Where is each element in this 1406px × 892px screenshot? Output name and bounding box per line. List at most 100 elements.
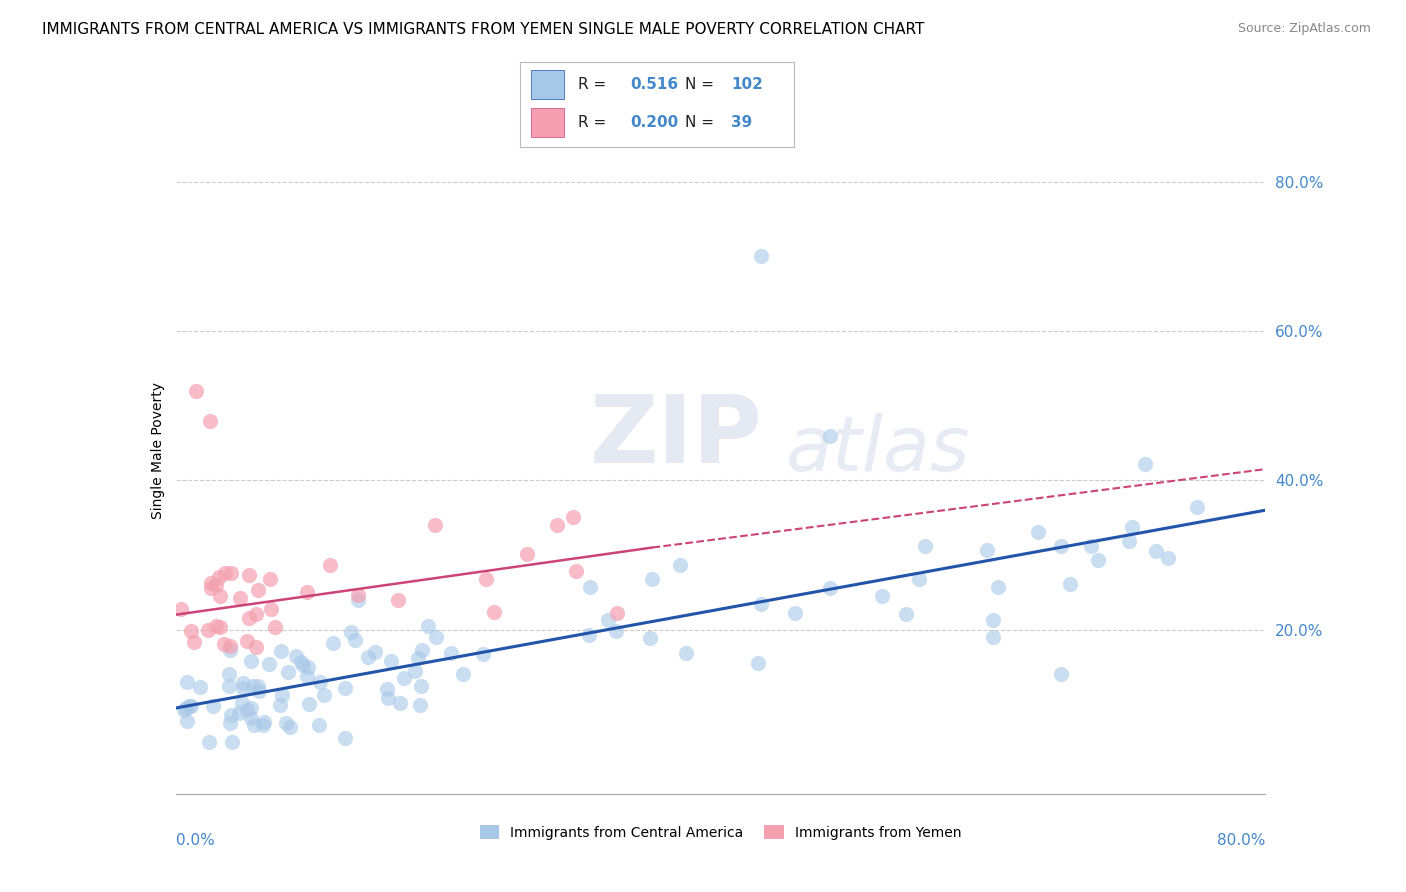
Point xyxy=(173,703,195,717)
Point xyxy=(314,688,336,702)
Point xyxy=(170,602,193,616)
Point xyxy=(641,572,664,586)
Text: 102: 102 xyxy=(731,77,763,92)
Point xyxy=(309,674,332,689)
Point xyxy=(176,714,198,729)
Point xyxy=(240,711,263,725)
Point xyxy=(976,543,998,558)
Point xyxy=(208,570,231,584)
Point xyxy=(229,591,252,606)
Text: Source: ZipAtlas.com: Source: ZipAtlas.com xyxy=(1237,22,1371,36)
Point xyxy=(205,578,228,592)
Point xyxy=(668,558,690,573)
Point xyxy=(270,688,292,702)
Point xyxy=(245,607,267,621)
Point xyxy=(236,633,259,648)
Point xyxy=(380,654,402,668)
Point xyxy=(259,657,281,672)
Point xyxy=(242,679,264,693)
Point xyxy=(270,644,292,658)
Text: R =: R = xyxy=(578,115,612,130)
Point xyxy=(482,605,505,619)
Point xyxy=(333,731,356,745)
Point xyxy=(1059,577,1081,591)
Point xyxy=(411,643,433,657)
Point xyxy=(751,249,773,263)
Point xyxy=(747,656,769,670)
Point xyxy=(1028,524,1050,539)
Point xyxy=(475,572,498,586)
Point xyxy=(578,580,600,594)
Point xyxy=(598,613,620,627)
Point xyxy=(675,646,697,660)
Point xyxy=(1157,550,1180,565)
Point xyxy=(1050,539,1073,553)
Point xyxy=(818,581,841,595)
Point xyxy=(322,636,344,650)
Point xyxy=(308,718,330,732)
Point xyxy=(218,643,240,657)
Point xyxy=(260,602,283,616)
Point xyxy=(578,628,600,642)
Point xyxy=(276,716,298,731)
Point xyxy=(253,715,276,730)
Point xyxy=(333,681,356,696)
Text: 0.200: 0.200 xyxy=(630,115,678,130)
Point xyxy=(219,708,242,723)
Point xyxy=(318,558,340,572)
Text: N =: N = xyxy=(685,77,718,92)
Point xyxy=(269,698,291,712)
Legend: Immigrants from Central America, Immigrants from Yemen: Immigrants from Central America, Immigra… xyxy=(474,820,967,846)
Point xyxy=(198,414,221,428)
Point xyxy=(440,646,463,660)
Point xyxy=(1080,539,1102,553)
Text: R =: R = xyxy=(578,77,612,92)
Point xyxy=(231,696,253,710)
Point xyxy=(232,681,254,695)
Point xyxy=(1087,553,1109,567)
Point xyxy=(640,631,662,645)
Point xyxy=(751,597,773,611)
Point xyxy=(394,671,416,685)
Point xyxy=(340,625,363,640)
Point xyxy=(914,539,936,553)
Point xyxy=(1133,457,1156,471)
Point xyxy=(1144,544,1167,558)
Point xyxy=(818,428,841,442)
Point xyxy=(232,676,254,690)
Point xyxy=(219,639,242,653)
Point xyxy=(239,700,262,714)
Point xyxy=(252,718,274,732)
Text: N =: N = xyxy=(685,115,718,130)
Point xyxy=(247,684,270,698)
Point xyxy=(246,582,269,597)
Point xyxy=(180,624,202,638)
Point xyxy=(451,667,474,681)
Point xyxy=(290,655,312,669)
Point xyxy=(375,681,398,696)
Point xyxy=(221,566,243,581)
Point xyxy=(364,645,387,659)
Point xyxy=(344,633,367,648)
Point xyxy=(186,384,208,398)
Point xyxy=(176,674,198,689)
Point xyxy=(416,619,439,633)
Point xyxy=(406,651,429,665)
Point xyxy=(1118,533,1140,548)
Point xyxy=(297,660,319,674)
Point xyxy=(278,719,301,733)
Point xyxy=(298,697,321,711)
Point xyxy=(377,691,399,706)
Point xyxy=(908,572,931,586)
Point xyxy=(180,698,202,713)
Point xyxy=(197,623,219,637)
Point xyxy=(208,590,231,604)
Point xyxy=(183,635,205,649)
Point xyxy=(471,647,494,661)
Text: ZIP: ZIP xyxy=(591,391,762,483)
Point xyxy=(188,680,211,694)
Point xyxy=(1187,500,1209,514)
Point xyxy=(228,706,250,720)
Point xyxy=(387,593,409,607)
Point xyxy=(346,588,368,602)
